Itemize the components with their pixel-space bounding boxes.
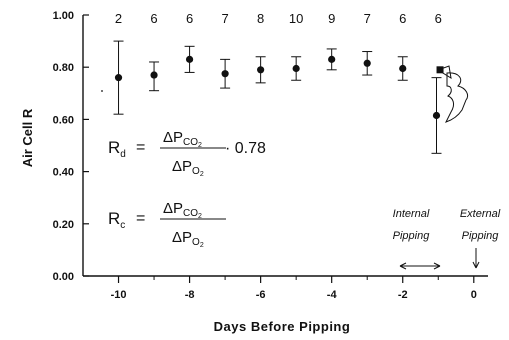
- data-point: [185, 55, 194, 63]
- data-point: [150, 71, 158, 79]
- data-point: [363, 59, 371, 67]
- svg-text:ΔPCO2: ΔPCO2: [163, 129, 202, 149]
- external-pipping-arrow: [472, 248, 480, 269]
- y-tick-label: 0.60: [53, 114, 74, 126]
- data-point: [328, 55, 336, 63]
- equation-rd: Rd = ΔPCO2 ΔPO2 · 0.78: [108, 129, 266, 178]
- rc-numerator: ΔP: [163, 200, 183, 217]
- sample-size-label: 10: [289, 11, 303, 26]
- y-tick-label: 0.80: [53, 62, 74, 74]
- internal-pipping-annotation: Internal Pipping: [393, 208, 441, 270]
- y-tick-label: 0.00: [53, 271, 74, 283]
- svg-text:ΔPO2: ΔPO2: [172, 158, 204, 178]
- svg-text:ΔPCO2: ΔPCO2: [163, 200, 202, 220]
- x-tick-label: -4: [327, 289, 338, 301]
- sample-size-label: 9: [328, 11, 335, 26]
- rc-lhs-sub: c: [120, 220, 125, 231]
- y-tick-label: 0.20: [53, 219, 74, 231]
- equation-rc: Rc = ΔPCO2 ΔPO2: [108, 200, 226, 249]
- sample-size-label: 2: [115, 11, 122, 26]
- sample-size-label: 6: [150, 11, 157, 26]
- internal-pipping-double-arrow: [399, 262, 441, 270]
- rd-lhs: R: [108, 138, 120, 157]
- ticks: 0.00 0.20 0.40 0.60 0.80 1.00 -10 -8 -6 -4 -2 0: [53, 10, 477, 301]
- external-pipping-annotation: External Pipping: [460, 208, 501, 269]
- rc-numerator-sub2: 2: [198, 213, 202, 220]
- x-tick-label: -8: [185, 289, 195, 301]
- y-tick-label: 1.00: [53, 10, 74, 22]
- rc-denominator-sub: O: [192, 237, 200, 248]
- stray-mark: [101, 90, 103, 92]
- axes: [82, 15, 488, 277]
- data-point: [114, 74, 123, 82]
- rd-equals: =: [136, 139, 145, 156]
- x-tick-label: -2: [398, 289, 408, 301]
- rd-numerator: ΔP: [163, 129, 183, 146]
- sample-size-label: 8: [257, 11, 264, 26]
- sample-size-labels: 2 6 6 7 8 10 9 7 6 6: [115, 11, 442, 26]
- rc-denominator-sub2: 2: [200, 242, 204, 249]
- external-pipping-line1: External: [460, 208, 501, 220]
- internal-pipping-line2: Pipping: [393, 230, 431, 242]
- svg-text:ΔPO2: ΔPO2: [172, 229, 204, 249]
- svg-text:Rd: Rd: [108, 138, 126, 160]
- x-tick-label: 0: [471, 289, 477, 301]
- sample-size-label: 6: [435, 11, 442, 26]
- y-axis-title: Air Cell R: [20, 108, 35, 167]
- data-point: [399, 64, 407, 73]
- data-marks: [113, 40, 444, 154]
- rc-numerator-sub: CO: [183, 208, 198, 219]
- rc-equals: =: [136, 210, 145, 227]
- rc-denominator: ΔP: [172, 229, 192, 246]
- curved-arrow-icon: [445, 72, 469, 123]
- sample-size-label: 6: [399, 11, 406, 26]
- sample-size-label: 7: [364, 11, 371, 26]
- y-tick-label: 0.40: [53, 167, 74, 179]
- sample-size-label: 7: [221, 11, 228, 26]
- sample-size-label: 6: [186, 11, 193, 26]
- rd-denominator-sub: O: [192, 166, 200, 177]
- rd-factor: · 0.78: [225, 140, 266, 157]
- x-tick-label: -10: [111, 289, 127, 301]
- data-point: [257, 66, 265, 74]
- x-axis-title: Days Before Pipping: [214, 319, 351, 334]
- rd-numerator-sub: CO: [183, 137, 198, 148]
- external-pipping-line2: Pipping: [462, 230, 500, 242]
- curved-arrow-head: [436, 65, 452, 80]
- rd-denominator-sub2: 2: [200, 171, 204, 178]
- data-point: [432, 111, 441, 120]
- data-point: [221, 70, 229, 78]
- svg-text:Rc: Rc: [108, 209, 125, 231]
- rd-denominator: ΔP: [172, 158, 192, 175]
- internal-pipping-line1: Internal: [393, 208, 430, 220]
- rc-lhs: R: [108, 209, 120, 228]
- rd-lhs-sub: d: [120, 149, 126, 160]
- rd-numerator-sub2: 2: [198, 142, 202, 149]
- data-point: [292, 64, 300, 73]
- data-point-square: [436, 66, 444, 74]
- x-tick-label: -6: [256, 289, 266, 301]
